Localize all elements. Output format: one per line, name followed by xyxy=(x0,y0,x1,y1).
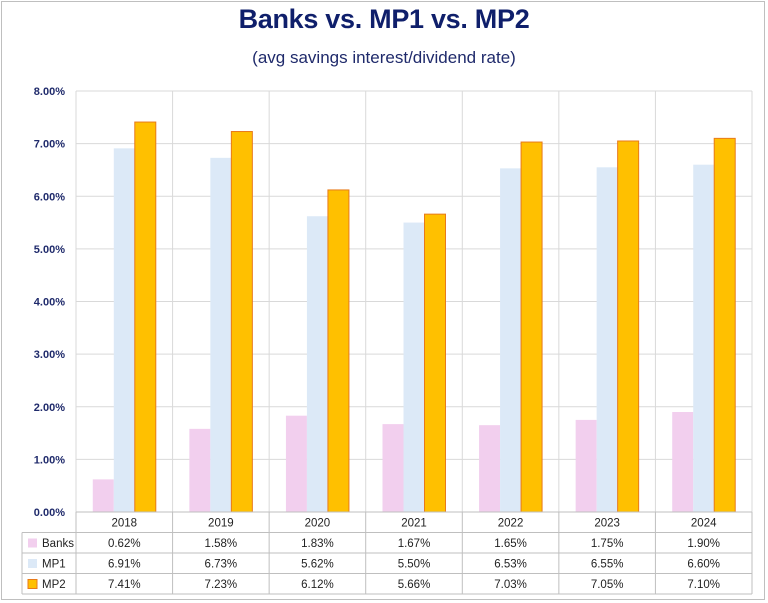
bar-banks-2024 xyxy=(672,412,694,512)
chart-subtitle: (avg savings interest/dividend rate) xyxy=(252,48,516,67)
x-tick-label: 2019 xyxy=(208,518,234,530)
data-table-cell: 1.75% xyxy=(591,538,624,550)
bar-mp1-2023 xyxy=(596,167,618,512)
y-tick-label: 6.00% xyxy=(34,191,65,203)
bar-banks-2021 xyxy=(382,424,404,512)
y-tick-label: 1.00% xyxy=(34,454,65,466)
x-tick-label: 2018 xyxy=(111,518,137,530)
x-tick-label: 2020 xyxy=(305,518,331,530)
data-table-cell: 0.62% xyxy=(108,538,141,550)
bar-banks-2022 xyxy=(479,425,501,512)
y-tick-label: 5.00% xyxy=(34,244,65,256)
bar-mp2-2019 xyxy=(230,131,253,513)
legend-key-mp1 xyxy=(28,559,37,568)
bar-banks-2020 xyxy=(285,415,307,512)
bar-mp2-2020 xyxy=(327,189,350,513)
data-table-cell: 6.53% xyxy=(494,559,527,571)
bar-mp2-2018 xyxy=(134,121,157,513)
bar-mp2-2023 xyxy=(617,140,640,513)
bar-mp1-2022 xyxy=(500,168,522,512)
legend-key-mp2 xyxy=(27,579,38,589)
data-table-cell: 7.41% xyxy=(108,579,141,591)
data-table-cell: 1.67% xyxy=(398,538,431,550)
legend-label: Banks xyxy=(42,538,74,550)
data-table-cell: 1.58% xyxy=(205,538,238,550)
bar-banks-2023 xyxy=(575,419,597,512)
legend-label: MP2 xyxy=(42,579,66,591)
y-tick-label: 4.00% xyxy=(34,297,65,309)
data-table-cell: 5.66% xyxy=(398,579,431,591)
bar-mp1-2018 xyxy=(113,148,135,512)
data-table-cell: 7.23% xyxy=(205,579,238,591)
data-table-cell: 6.91% xyxy=(108,559,141,571)
data-table-cell: 1.83% xyxy=(301,538,334,550)
data-table-cell: 5.62% xyxy=(301,559,334,571)
chart-title: Banks vs. MP1 vs. MP2 xyxy=(238,4,530,34)
y-tick-label: 0.00% xyxy=(34,507,65,519)
legend-label: MP1 xyxy=(42,559,66,571)
data-table-cell: 6.73% xyxy=(205,559,238,571)
data-table-cell: 5.50% xyxy=(398,559,431,571)
y-tick-label: 3.00% xyxy=(34,349,65,361)
bar-banks-2018 xyxy=(92,479,114,512)
bar-mp1-2024 xyxy=(693,164,715,513)
x-tick-label: 2024 xyxy=(691,518,717,530)
bar-banks-2019 xyxy=(189,428,211,512)
bar-mp2-2022 xyxy=(520,141,543,513)
data-table-cell: 7.10% xyxy=(687,579,720,591)
y-tick-label: 8.00% xyxy=(34,86,65,98)
bar-mp2-2021 xyxy=(424,213,446,513)
bar-mp1-2020 xyxy=(306,216,328,512)
bar-mp2-2024 xyxy=(713,137,736,513)
data-table-cell: 6.12% xyxy=(301,579,334,591)
data-table-cell: 7.03% xyxy=(494,579,527,591)
x-tick-label: 2023 xyxy=(594,518,620,530)
data-table-cell: 6.60% xyxy=(687,559,720,571)
bar-mp1-2019 xyxy=(210,157,232,513)
y-tick-label: 7.00% xyxy=(34,139,65,151)
data-table-cell: 1.65% xyxy=(494,538,527,550)
legend-key-banks xyxy=(28,538,37,548)
bar-mp1-2021 xyxy=(403,222,425,512)
y-tick-label: 2.00% xyxy=(34,402,65,414)
x-tick-label: 2021 xyxy=(401,518,427,530)
data-table-cell: 6.55% xyxy=(591,559,624,571)
x-tick-label: 2022 xyxy=(498,518,524,530)
data-table-cell: 7.05% xyxy=(591,579,624,591)
data-table-cell: 1.90% xyxy=(687,538,720,550)
